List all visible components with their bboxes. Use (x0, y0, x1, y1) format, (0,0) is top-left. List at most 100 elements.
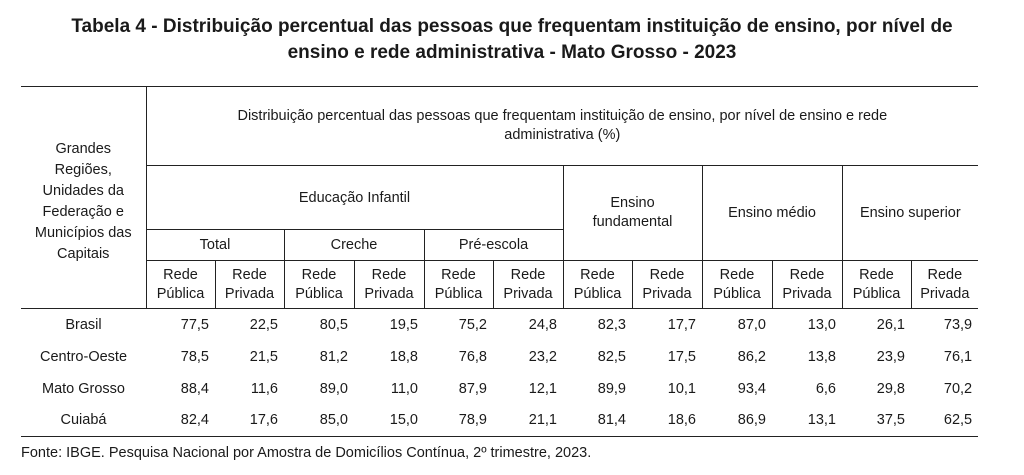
publica-label: Pública (573, 285, 622, 302)
cell: 62,5 (911, 404, 979, 437)
row-label: Centro-Oeste (39, 348, 128, 365)
cell: 82,3 (597, 316, 626, 333)
cell: 18,8 (389, 348, 418, 365)
rede-label: Rede (649, 266, 685, 283)
row-header-line-6: Capitais (57, 245, 110, 262)
ensino-fundamental-line-1: Ensino (610, 195, 655, 211)
educacao-infantil-header: Educação Infantil (145, 165, 563, 230)
cell: 70,2 (943, 380, 973, 397)
rede-label: Rede (301, 266, 337, 283)
cell: 81,4 (563, 404, 632, 437)
cell: 21,5 (249, 348, 278, 365)
rede-label: Rede (789, 266, 825, 283)
privada-label: Privada (642, 285, 692, 302)
rede-label: Rede (441, 266, 476, 283)
rede-privada-header: Rede Privada (631, 260, 702, 309)
cell: 11,6 (250, 380, 278, 397)
cell: 85,0 (284, 404, 354, 437)
cell: 22,5 (249, 316, 278, 333)
cell: 78,5 (180, 348, 209, 365)
row-header-line-5: Municípios das (34, 224, 132, 241)
cell: 75,2 (458, 316, 487, 333)
table-title: Tabela 4 - Distribuição percentual das p… (0, 14, 1024, 66)
cell: 89,9 (597, 380, 626, 397)
main-header-line-2: administrativa (%) (504, 127, 621, 143)
title-line-2: ensino e rede administrativa - Mato Gros… (287, 42, 737, 63)
cell: 76,8 (458, 348, 487, 365)
cell: 13,8 (807, 348, 836, 365)
cell: 13,1 (772, 404, 842, 437)
cell: 76,1 (943, 348, 973, 365)
publica-label: Pública (295, 285, 343, 302)
rede-publica-header: Rede Pública (841, 260, 911, 309)
row-label: Brasil (65, 316, 102, 333)
privada-label: Privada (364, 285, 414, 302)
cell: 82,5 (597, 348, 626, 365)
table-row: Centro-Oeste 78,5 21,5 81,2 18,8 76,8 23… (21, 341, 978, 373)
cell: 86,2 (737, 348, 766, 365)
total-header: Total (145, 229, 284, 261)
rede-publica-header: Rede Pública (423, 260, 493, 309)
cell: 19,5 (389, 316, 418, 333)
privada-label: Privada (920, 285, 970, 302)
cell: 10,1 (667, 380, 696, 397)
cell: 13,0 (807, 316, 836, 333)
rede-publica-header: Rede Pública (283, 260, 354, 309)
creche-header: Creche (283, 229, 424, 261)
rede-privada-header: Rede Privada (771, 260, 842, 309)
row-label: Cuiabá (21, 404, 146, 437)
main-header: Distribuição percentual das pessoas que … (145, 86, 979, 166)
cell: 17,7 (667, 316, 696, 333)
cell: 23,9 (876, 348, 905, 365)
cell: 82,4 (146, 404, 215, 437)
publica-label: Pública (713, 285, 761, 302)
publica-label: Pública (434, 285, 483, 302)
cell: 12,1 (528, 380, 557, 397)
cell: 78,9 (424, 404, 493, 437)
ensino-superior-header: Ensino superior (841, 165, 979, 261)
rede-publica-header: Rede Pública (701, 260, 772, 309)
pre-escola-header: Pré-escola (423, 229, 563, 261)
data-table: Grandes Regiões, Unidades da Federação e… (21, 86, 979, 437)
row-header: Grandes Regiões, Unidades da Federação e… (21, 86, 146, 309)
rede-label: Rede (510, 266, 546, 283)
rede-privada-header: Rede Privada (353, 260, 424, 309)
table-row: Mato Grosso 88,4 11,6 89,0 11,0 87,9 12,… (21, 373, 978, 405)
row-header-line-3: Unidades da (42, 182, 124, 199)
row-header-line-4: Federação e (42, 203, 124, 220)
cell: 73,9 (943, 316, 973, 333)
privada-label: Privada (224, 285, 275, 302)
cell: 18,6 (632, 404, 702, 437)
publica-label: Pública (156, 285, 205, 302)
cell: 15,0 (354, 404, 424, 437)
cell: 88,4 (180, 380, 209, 397)
cell: 87,0 (737, 316, 766, 333)
title-line-1: Tabela 4 - Distribuição percentual das p… (71, 16, 953, 37)
cell: 29,8 (876, 380, 905, 397)
cell: 6,6 (815, 380, 836, 397)
rede-label: Rede (859, 266, 894, 283)
rede-privada-header: Rede Privada (214, 260, 284, 309)
rede-label: Rede (163, 266, 198, 283)
cell: 87,9 (458, 380, 487, 397)
rede-publica-header: Rede Pública (145, 260, 215, 309)
rede-privada-header: Rede Privada (492, 260, 563, 309)
rede-label: Rede (927, 266, 963, 283)
cell: 81,2 (319, 348, 348, 365)
cell: 89,0 (319, 380, 348, 397)
ensino-fundamental-line-2: fundamental (592, 214, 673, 230)
cell: 26,1 (876, 316, 905, 333)
rede-label: Rede (371, 266, 407, 283)
rede-label: Rede (719, 266, 755, 283)
cell: 23,2 (528, 348, 557, 365)
cell: 17,6 (215, 404, 284, 437)
privada-label: Privada (782, 285, 832, 302)
row-header-line-1: Grandes (55, 140, 112, 157)
cell: 17,5 (667, 348, 696, 365)
publica-label: Pública (852, 285, 901, 302)
cell: 24,8 (528, 316, 557, 333)
cell: 86,9 (702, 404, 772, 437)
ensino-medio-header: Ensino médio (701, 165, 842, 261)
row-header-line-2: Regiões, (54, 161, 112, 178)
privada-label: Privada (503, 285, 553, 302)
